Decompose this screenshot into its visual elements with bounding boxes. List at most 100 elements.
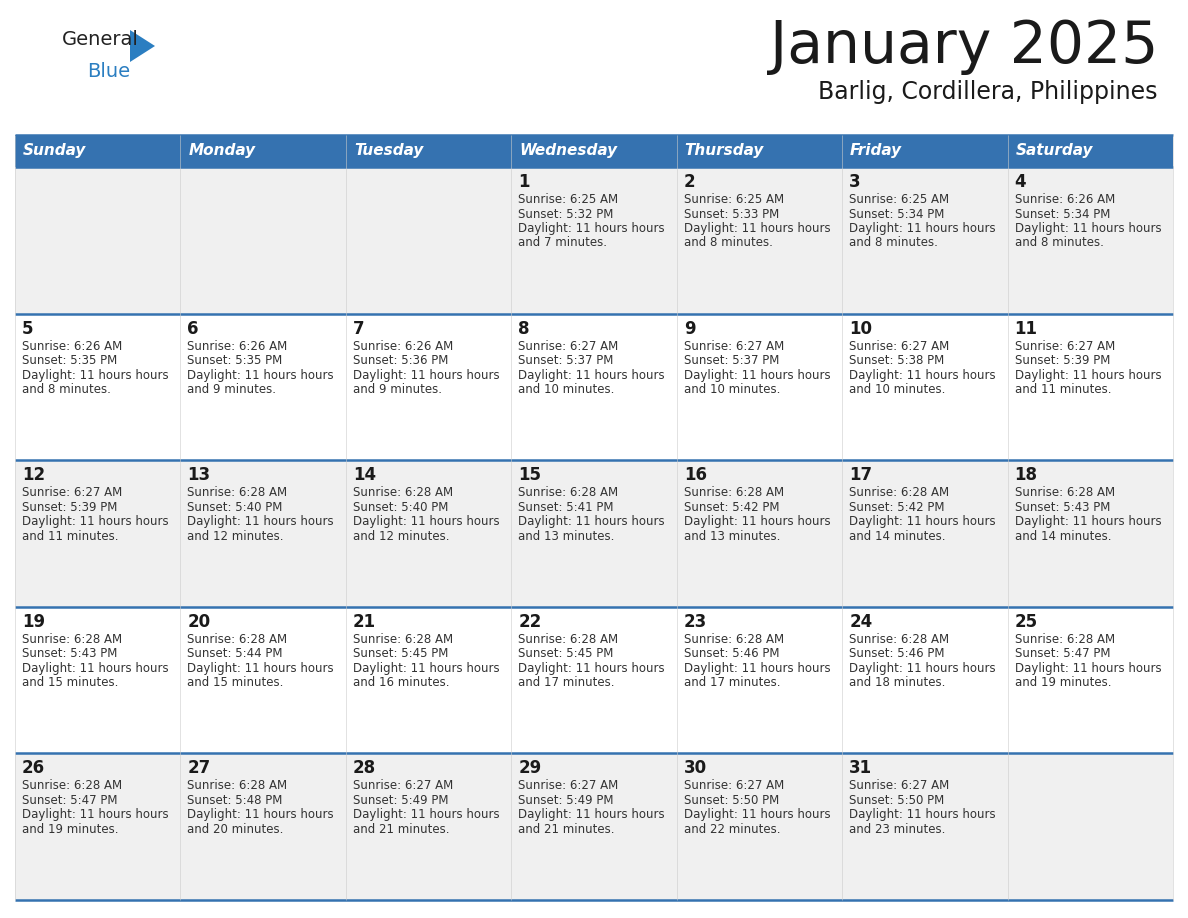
Text: Sunset: 5:48 PM: Sunset: 5:48 PM xyxy=(188,794,283,807)
Text: and 19 minutes.: and 19 minutes. xyxy=(23,823,119,836)
Text: 16: 16 xyxy=(684,466,707,484)
Text: and 15 minutes.: and 15 minutes. xyxy=(188,677,284,689)
Text: Daylight: 11 hours hours: Daylight: 11 hours hours xyxy=(849,515,996,528)
Bar xyxy=(181,607,346,754)
Bar xyxy=(677,135,842,167)
Text: Sunset: 5:35 PM: Sunset: 5:35 PM xyxy=(188,354,283,367)
Text: and 23 minutes.: and 23 minutes. xyxy=(849,823,946,836)
Text: Sunrise: 6:28 AM: Sunrise: 6:28 AM xyxy=(1015,633,1114,645)
Bar xyxy=(842,314,1007,460)
Text: Barlig, Cordillera, Philippines: Barlig, Cordillera, Philippines xyxy=(819,80,1158,104)
Bar xyxy=(842,460,1007,607)
Text: and 10 minutes.: and 10 minutes. xyxy=(518,383,614,396)
Bar xyxy=(677,314,842,460)
Text: and 8 minutes.: and 8 minutes. xyxy=(1015,237,1104,250)
Bar xyxy=(511,135,677,167)
Bar xyxy=(346,314,511,460)
Text: Sunset: 5:47 PM: Sunset: 5:47 PM xyxy=(1015,647,1110,660)
Text: and 7 minutes.: and 7 minutes. xyxy=(518,237,607,250)
Text: and 14 minutes.: and 14 minutes. xyxy=(1015,530,1111,543)
Text: Sunrise: 6:25 AM: Sunrise: 6:25 AM xyxy=(849,193,949,206)
Bar xyxy=(1007,754,1173,900)
Bar xyxy=(842,607,1007,754)
Text: 3: 3 xyxy=(849,173,861,191)
Text: Sunrise: 6:28 AM: Sunrise: 6:28 AM xyxy=(188,487,287,499)
Text: Sunset: 5:34 PM: Sunset: 5:34 PM xyxy=(1015,207,1110,220)
Text: and 21 minutes.: and 21 minutes. xyxy=(518,823,614,836)
Text: Sunset: 5:50 PM: Sunset: 5:50 PM xyxy=(684,794,779,807)
Text: 20: 20 xyxy=(188,613,210,631)
Bar xyxy=(346,460,511,607)
Text: Daylight: 11 hours hours: Daylight: 11 hours hours xyxy=(353,369,499,382)
Bar xyxy=(842,754,1007,900)
Text: Daylight: 11 hours hours: Daylight: 11 hours hours xyxy=(684,662,830,675)
Text: Sunrise: 6:27 AM: Sunrise: 6:27 AM xyxy=(849,340,949,353)
Text: Wednesday: Wednesday xyxy=(519,143,618,159)
Text: 9: 9 xyxy=(684,319,695,338)
Bar xyxy=(15,460,181,607)
Text: Sunset: 5:43 PM: Sunset: 5:43 PM xyxy=(23,647,118,660)
Text: Thursday: Thursday xyxy=(684,143,764,159)
Bar xyxy=(346,135,511,167)
Text: Daylight: 11 hours hours: Daylight: 11 hours hours xyxy=(518,809,665,822)
Text: and 13 minutes.: and 13 minutes. xyxy=(518,530,614,543)
Bar xyxy=(181,167,346,314)
Text: Sunset: 5:35 PM: Sunset: 5:35 PM xyxy=(23,354,118,367)
Text: Sunset: 5:42 PM: Sunset: 5:42 PM xyxy=(849,500,944,514)
Text: Sunrise: 6:28 AM: Sunrise: 6:28 AM xyxy=(518,633,619,645)
Bar xyxy=(842,167,1007,314)
Text: and 12 minutes.: and 12 minutes. xyxy=(353,530,449,543)
Text: Daylight: 11 hours hours: Daylight: 11 hours hours xyxy=(518,222,665,235)
Text: and 22 minutes.: and 22 minutes. xyxy=(684,823,781,836)
Text: Daylight: 11 hours hours: Daylight: 11 hours hours xyxy=(188,515,334,528)
Text: Sunrise: 6:27 AM: Sunrise: 6:27 AM xyxy=(684,340,784,353)
Text: Sunset: 5:37 PM: Sunset: 5:37 PM xyxy=(684,354,779,367)
Text: 21: 21 xyxy=(353,613,375,631)
Text: Daylight: 11 hours hours: Daylight: 11 hours hours xyxy=(684,515,830,528)
Text: 17: 17 xyxy=(849,466,872,484)
Text: January 2025: January 2025 xyxy=(770,18,1158,75)
Text: Sunrise: 6:28 AM: Sunrise: 6:28 AM xyxy=(849,487,949,499)
Text: Sunrise: 6:28 AM: Sunrise: 6:28 AM xyxy=(188,633,287,645)
Text: and 17 minutes.: and 17 minutes. xyxy=(518,677,614,689)
Text: Sunrise: 6:26 AM: Sunrise: 6:26 AM xyxy=(1015,193,1114,206)
Text: Sunset: 5:33 PM: Sunset: 5:33 PM xyxy=(684,207,779,220)
Text: and 8 minutes.: and 8 minutes. xyxy=(684,237,772,250)
Text: 12: 12 xyxy=(23,466,45,484)
Text: 29: 29 xyxy=(518,759,542,778)
Text: 18: 18 xyxy=(1015,466,1037,484)
Text: Sunrise: 6:25 AM: Sunrise: 6:25 AM xyxy=(518,193,619,206)
Text: and 11 minutes.: and 11 minutes. xyxy=(1015,383,1111,396)
Text: Daylight: 11 hours hours: Daylight: 11 hours hours xyxy=(684,809,830,822)
Text: Daylight: 11 hours hours: Daylight: 11 hours hours xyxy=(353,515,499,528)
Text: Sunrise: 6:28 AM: Sunrise: 6:28 AM xyxy=(23,779,122,792)
Text: Sunrise: 6:28 AM: Sunrise: 6:28 AM xyxy=(1015,487,1114,499)
Text: Sunset: 5:47 PM: Sunset: 5:47 PM xyxy=(23,794,118,807)
Text: Daylight: 11 hours hours: Daylight: 11 hours hours xyxy=(518,662,665,675)
Text: and 9 minutes.: and 9 minutes. xyxy=(188,383,277,396)
Text: Sunset: 5:44 PM: Sunset: 5:44 PM xyxy=(188,647,283,660)
Text: Friday: Friday xyxy=(851,143,902,159)
Bar xyxy=(181,754,346,900)
Text: Sunrise: 6:27 AM: Sunrise: 6:27 AM xyxy=(849,779,949,792)
Text: Sunset: 5:38 PM: Sunset: 5:38 PM xyxy=(849,354,944,367)
Text: Sunrise: 6:28 AM: Sunrise: 6:28 AM xyxy=(684,633,784,645)
Text: Daylight: 11 hours hours: Daylight: 11 hours hours xyxy=(353,809,499,822)
Text: Daylight: 11 hours hours: Daylight: 11 hours hours xyxy=(518,515,665,528)
Text: 5: 5 xyxy=(23,319,33,338)
Bar xyxy=(1007,314,1173,460)
Text: and 16 minutes.: and 16 minutes. xyxy=(353,677,449,689)
Text: 14: 14 xyxy=(353,466,375,484)
Text: Sunrise: 6:27 AM: Sunrise: 6:27 AM xyxy=(518,779,619,792)
Text: Sunset: 5:34 PM: Sunset: 5:34 PM xyxy=(849,207,944,220)
Text: Sunset: 5:36 PM: Sunset: 5:36 PM xyxy=(353,354,448,367)
Bar xyxy=(15,607,181,754)
Text: Sunset: 5:42 PM: Sunset: 5:42 PM xyxy=(684,500,779,514)
Text: 23: 23 xyxy=(684,613,707,631)
Text: 13: 13 xyxy=(188,466,210,484)
Text: Sunrise: 6:25 AM: Sunrise: 6:25 AM xyxy=(684,193,784,206)
Text: and 8 minutes.: and 8 minutes. xyxy=(849,237,939,250)
Bar xyxy=(511,167,677,314)
Bar xyxy=(1007,167,1173,314)
Text: Daylight: 11 hours hours: Daylight: 11 hours hours xyxy=(1015,662,1161,675)
